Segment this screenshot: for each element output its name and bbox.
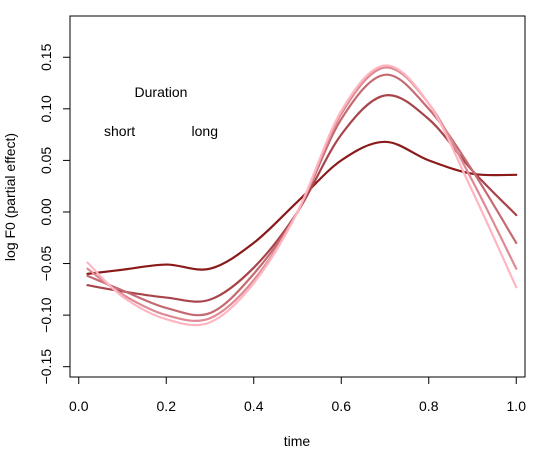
plot-frame [69,15,526,378]
y-axis: −0.15 −0.10 −0.05 0.00 0.05 0.10 0.15 [38,43,71,385]
y-tick-label: 0.05 [38,147,54,174]
x-tick-label: 0.8 [419,398,439,414]
y-tick-label: 0.15 [38,43,54,70]
y-tick-label: −0.05 [38,246,54,282]
series-line-1 [86,140,518,275]
x-tick-label: 0.6 [332,398,352,414]
legend: Duration short long [103,84,222,139]
legend-low-label: short [104,123,135,139]
x-tick-label: 1.0 [507,398,527,414]
series-layer [86,64,518,327]
x-axis: 0.0 0.2 0.4 0.6 0.8 1.0 [69,376,527,414]
x-tick-label: 0.0 [69,398,89,414]
legend-title: Duration [135,84,188,100]
y-axis-title: log F0 (partial effect) [2,133,18,261]
y-tick-label: 0.00 [38,198,54,225]
y-tick-label: 0.10 [38,95,54,122]
x-axis-title: time [284,433,311,449]
series-line-5 [86,64,518,327]
y-tick-label: −0.10 [38,297,54,333]
x-tick-label: 0.2 [157,398,177,414]
legend-high-label: long [192,123,218,139]
x-tick-label: 0.4 [244,398,264,414]
y-tick-label: −0.15 [38,349,54,385]
